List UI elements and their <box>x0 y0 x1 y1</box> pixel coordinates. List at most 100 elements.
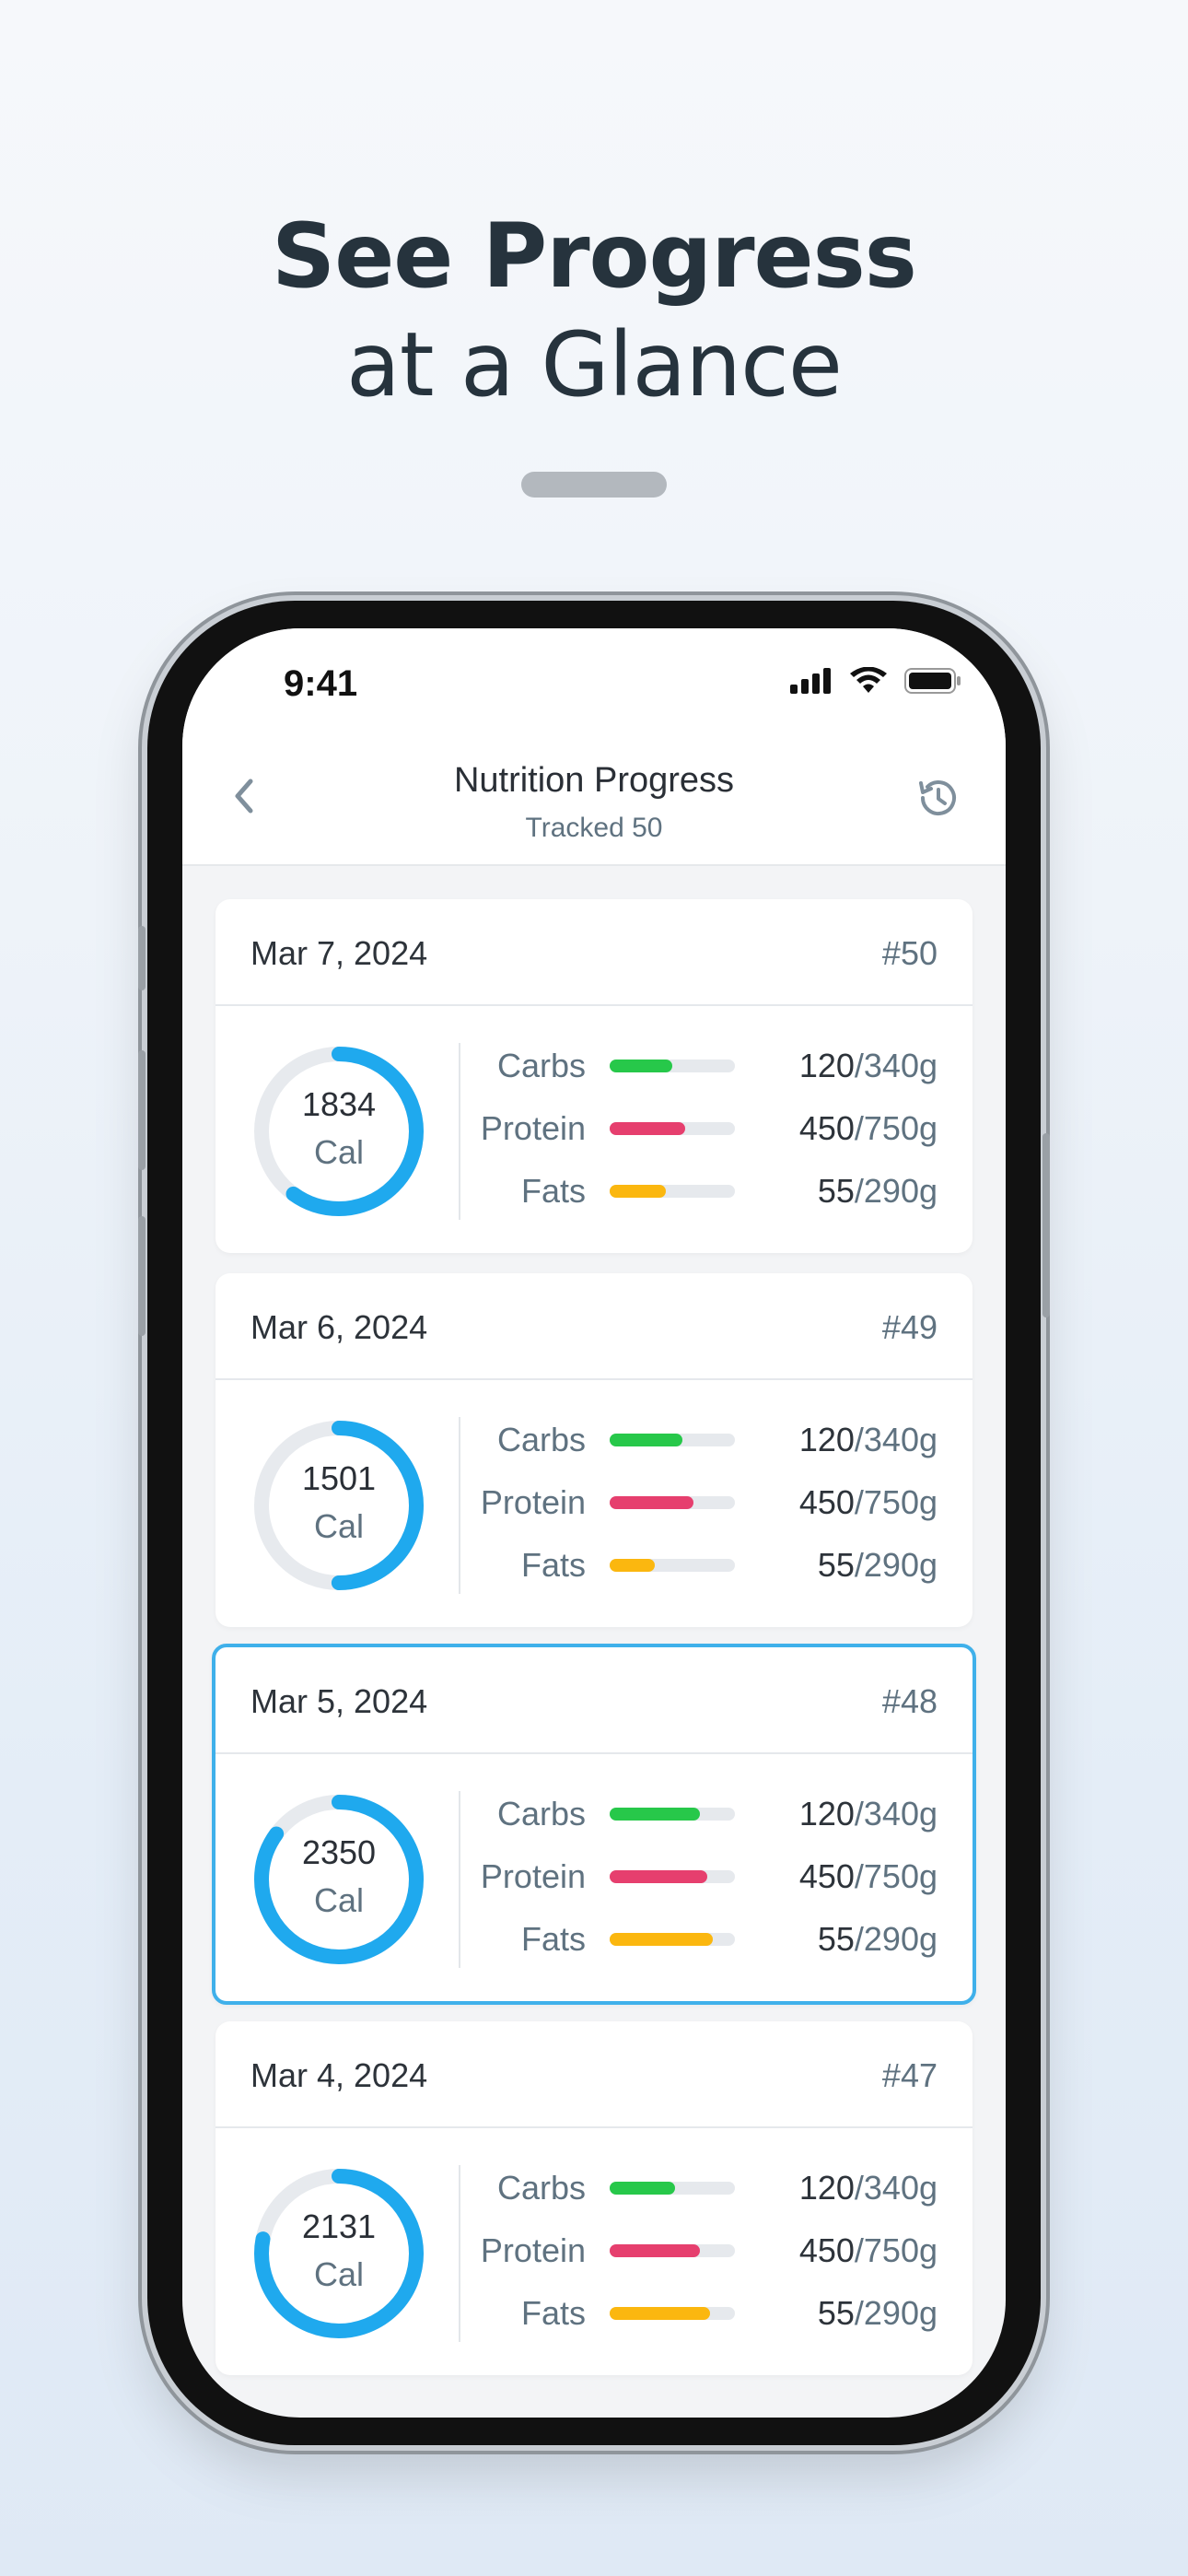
macro-goal: /290g <box>854 1172 938 1210</box>
card-number: #48 <box>881 1682 938 1720</box>
card-header: Mar 5, 2024 #48 <box>215 1647 973 1754</box>
calorie-ring <box>254 2169 424 2338</box>
divider <box>459 2165 460 2342</box>
card-date: Mar 7, 2024 <box>250 934 428 972</box>
macro-amount: 120/340g <box>799 1047 938 1085</box>
macro-label: Fats <box>520 1920 586 1958</box>
progress-card[interactable]: Mar 4, 2024 #47 2131 Cal Carbs 120/340g Protei… <box>215 2021 973 2375</box>
card-header: Mar 4, 2024 #47 <box>215 2021 973 2128</box>
macro-row-carbs: Carbs 120/340g <box>215 2163 973 2209</box>
calorie-ring <box>254 1795 424 1964</box>
macro-row-fats: Fats 55/290g <box>215 1540 973 1587</box>
macro-progress-fill <box>610 1185 667 1198</box>
nav-bar: Nutrition Progress Tracked 50 <box>182 739 1006 866</box>
macro-label: Fats <box>520 1172 586 1210</box>
macro-progress-bar <box>610 1122 735 1135</box>
progress-card[interactable]: Mar 7, 2024 #50 1834 Cal Carbs 120/340g Protei… <box>215 899 973 1253</box>
cellular-signal-icon <box>790 668 831 694</box>
macro-progress-bar <box>610 1496 735 1509</box>
macro-label: Fats <box>520 2294 586 2332</box>
page-subtitle: Tracked 50 <box>525 813 663 843</box>
card-header: Mar 6, 2024 #49 <box>215 1273 973 1380</box>
page-indicator <box>521 472 667 498</box>
calorie-unit: Cal <box>313 2255 365 2293</box>
divider <box>459 1791 460 1968</box>
history-icon[interactable] <box>912 772 963 824</box>
macro-progress-fill <box>610 2244 700 2257</box>
macro-progress-bar <box>610 2244 735 2257</box>
power-button <box>1042 1133 1050 1317</box>
macro-label: Protein <box>480 1483 586 1521</box>
macro-goal: /340g <box>854 1795 938 1832</box>
macro-consumed: 55 <box>817 1546 855 1584</box>
macro-progress-bar <box>610 2307 735 2320</box>
macro-consumed: 55 <box>817 2294 855 2332</box>
macro-label: Carbs <box>496 1421 586 1458</box>
macro-amount: 450/750g <box>799 1109 938 1148</box>
card-number: #47 <box>881 2056 938 2094</box>
macro-amount: 450/750g <box>799 1857 938 1896</box>
macro-row-fats: Fats 55/290g <box>215 1914 973 1961</box>
volume-up-button <box>138 1050 146 1170</box>
macro-progress-fill <box>610 2307 710 2320</box>
macro-consumed: 120 <box>798 1795 855 1832</box>
macro-consumed: 450 <box>798 2231 855 2269</box>
calorie-ring-progress <box>254 1421 424 1590</box>
macro-label: Protein <box>480 1109 586 1147</box>
card-date: Mar 5, 2024 <box>250 1682 428 1720</box>
macro-row-fats: Fats 55/290g <box>215 1166 973 1212</box>
macro-progress-bar <box>610 1434 735 1446</box>
phone-screen: 9:41 Nutrition Progress Tr <box>182 628 1006 2418</box>
macro-row-protein: Protein 450/750g <box>215 2226 973 2272</box>
status-bar: 9:41 <box>182 628 1006 739</box>
headline-title: See Progress <box>272 205 917 308</box>
card-number: #49 <box>881 1308 938 1346</box>
wifi-icon <box>850 667 887 693</box>
macro-goal: /340g <box>854 2169 938 2207</box>
macro-goal: /340g <box>854 1047 938 1084</box>
back-chevron-icon[interactable] <box>219 770 271 822</box>
macro-progress-fill <box>610 1870 708 1883</box>
macro-amount: 450/750g <box>799 2231 938 2270</box>
card-number: #50 <box>881 934 938 972</box>
card-header: Mar 7, 2024 #50 <box>215 899 973 1006</box>
macro-row-protein: Protein 450/750g <box>215 1478 973 1524</box>
macro-goal: /290g <box>854 1546 938 1584</box>
macro-progress-bar <box>610 1870 735 1883</box>
macro-goal: /750g <box>854 1109 938 1147</box>
calorie-value: 2131 <box>301 2207 377 2245</box>
status-time: 9:41 <box>284 663 358 704</box>
macro-label: Carbs <box>496 1047 586 1084</box>
calorie-ring-progress <box>254 2169 424 2338</box>
macro-amount: 55/290g <box>818 1172 938 1211</box>
divider <box>459 1417 460 1594</box>
page-title: Nutrition Progress <box>453 761 735 800</box>
macro-amount: 120/340g <box>799 1795 938 1833</box>
macro-goal: /750g <box>854 1483 938 1521</box>
macro-label: Carbs <box>496 1795 586 1832</box>
macro-progress-fill <box>610 1122 685 1135</box>
macro-consumed: 450 <box>798 1109 855 1147</box>
macro-consumed: 450 <box>798 1857 855 1895</box>
macro-consumed: 120 <box>798 1047 855 1084</box>
progress-card[interactable]: Mar 5, 2024 #48 2350 Cal Carbs 120/340g Protei… <box>212 1644 976 2005</box>
macro-label: Protein <box>480 1857 586 1895</box>
volume-down-button <box>138 1216 146 1336</box>
macro-progress-bar <box>610 1559 735 1572</box>
progress-card[interactable]: Mar 6, 2024 #49 1501 Cal Carbs 120/340g Protei… <box>215 1273 973 1627</box>
card-date: Mar 6, 2024 <box>250 1308 428 1346</box>
macro-progress-fill <box>610 1060 672 1072</box>
macro-progress-bar <box>610 1060 735 1072</box>
macro-consumed: 120 <box>798 1421 855 1458</box>
macro-progress-bar <box>610 1933 735 1946</box>
calorie-ring-progress <box>254 1795 424 1964</box>
macro-amount: 55/290g <box>818 1546 938 1585</box>
macro-goal: /340g <box>854 1421 938 1458</box>
macro-amount: 55/290g <box>818 1920 938 1959</box>
macro-progress-fill <box>610 2182 675 2195</box>
macro-row-carbs: Carbs 120/340g <box>215 1789 973 1835</box>
card-date: Mar 4, 2024 <box>250 2056 428 2094</box>
macro-row-fats: Fats 55/290g <box>215 2289 973 2335</box>
macro-amount: 450/750g <box>799 1483 938 1522</box>
calorie-ring-progress <box>254 1047 424 1216</box>
